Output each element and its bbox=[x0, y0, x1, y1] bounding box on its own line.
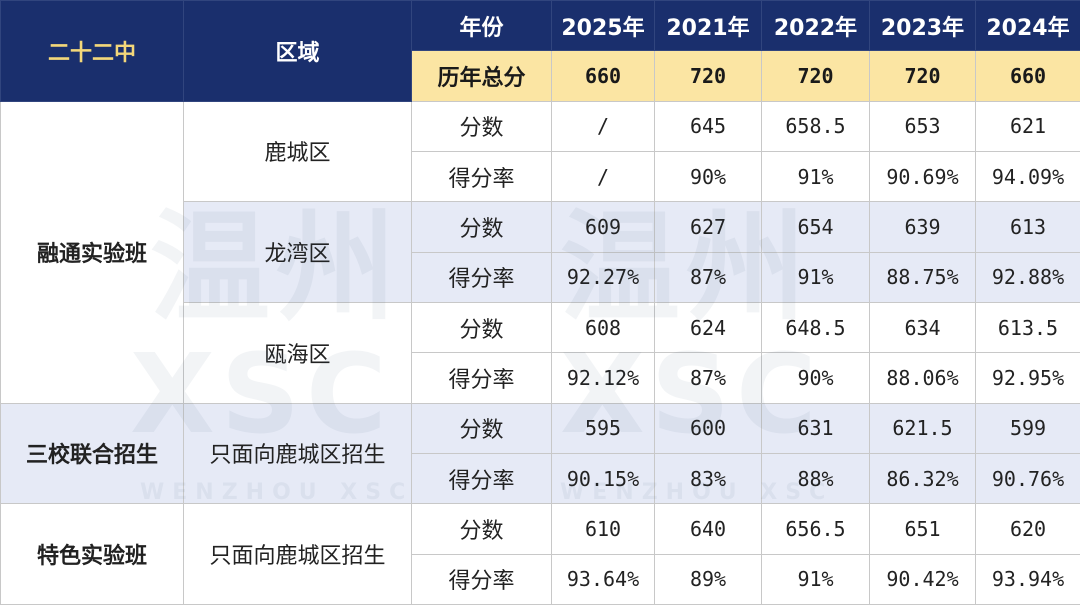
cell: 83% bbox=[654, 452, 762, 505]
cell: 621 bbox=[975, 100, 1080, 152]
cell: 658.5 bbox=[761, 100, 870, 152]
cell: 613.5 bbox=[975, 301, 1080, 354]
group-label-tese: 特色实验班 bbox=[0, 503, 184, 605]
metric-rate: 得分率 bbox=[411, 352, 552, 404]
cell: 654 bbox=[761, 201, 870, 253]
region-lucheng-only: 只面向鹿城区招生 bbox=[183, 503, 412, 605]
cell: 88.75% bbox=[869, 251, 976, 303]
metric-score: 分数 bbox=[411, 402, 552, 454]
cell: / bbox=[551, 150, 655, 203]
cell: 91% bbox=[761, 150, 870, 203]
total-2023: 720 bbox=[869, 50, 976, 102]
cell: 620 bbox=[975, 503, 1080, 555]
cell: 90.76% bbox=[975, 452, 1080, 505]
cell: 91% bbox=[761, 553, 870, 605]
table-row: 融通实验班 鹿城区 分数 / 645 658.5 653 621 bbox=[0, 100, 1080, 404]
metric-score: 分数 bbox=[411, 100, 552, 152]
cell: 609 bbox=[551, 201, 655, 253]
header-row: 二十二中 区域 年份 2025年 2021年 2022年 2023年 2024年 bbox=[0, 0, 1080, 102]
cell: 90.42% bbox=[869, 553, 976, 605]
group-label-sanxiao: 三校联合招生 bbox=[0, 402, 184, 505]
total-2025: 660 bbox=[551, 50, 655, 102]
cell: 656.5 bbox=[761, 503, 870, 555]
total-2022: 720 bbox=[761, 50, 870, 102]
cell: 86.32% bbox=[869, 452, 976, 505]
cell: 87% bbox=[654, 352, 762, 404]
cell: 634 bbox=[869, 301, 976, 354]
total-row: 历年总分 660 720 720 720 660 bbox=[1, 50, 1080, 102]
cell: 90% bbox=[761, 352, 870, 404]
table-row: 三校联合招生 只面向鹿城区招生 分数 595 600 631 621.5 599 bbox=[0, 402, 1080, 505]
table-row: 瓯海区 分数 608 624 648.5 634 613.5 bbox=[0, 301, 1080, 404]
year-col-2025: 2025年 bbox=[551, 0, 655, 52]
year-col-2022: 2022年 bbox=[761, 0, 870, 52]
table-row: 特色实验班 只面向鹿城区招生 分数 610 640 656.5 651 620 bbox=[0, 503, 1080, 605]
cell: 651 bbox=[869, 503, 976, 555]
cell: 648.5 bbox=[761, 301, 870, 354]
metric-rate: 得分率 bbox=[411, 452, 552, 505]
table-row: 得分率 90.15% 83% 88% 86.32% 90.76% bbox=[0, 452, 1080, 505]
total-label: 历年总分 bbox=[411, 50, 552, 102]
cell: 90.69% bbox=[869, 150, 976, 203]
metric-rate: 得分率 bbox=[411, 150, 552, 203]
metric-score: 分数 bbox=[411, 201, 552, 253]
cell: 595 bbox=[551, 402, 655, 454]
cell: / bbox=[551, 100, 655, 152]
cell: 88.06% bbox=[869, 352, 976, 404]
region-header: 区域 bbox=[183, 0, 412, 102]
year-col-2021: 2021年 bbox=[654, 0, 762, 52]
cell: 89% bbox=[654, 553, 762, 605]
group-label-rongtong: 融通实验班 bbox=[0, 100, 184, 404]
cell: 93.64% bbox=[551, 553, 655, 605]
cell: 613 bbox=[975, 201, 1080, 253]
cell: 92.27% bbox=[551, 251, 655, 303]
year-header: 年份 bbox=[411, 0, 552, 52]
table-row: 得分率 / 90% 91% 90.69% 94.09% bbox=[0, 150, 1080, 203]
cell: 627 bbox=[654, 201, 762, 253]
cell: 91% bbox=[761, 251, 870, 303]
cell: 92.95% bbox=[975, 352, 1080, 404]
total-2021: 720 bbox=[654, 50, 762, 102]
year-col-2024: 2024年 bbox=[975, 0, 1080, 52]
region-longwan: 龙湾区 bbox=[183, 201, 412, 303]
metric-score: 分数 bbox=[411, 301, 552, 354]
cell: 88% bbox=[761, 452, 870, 505]
cell: 653 bbox=[869, 100, 976, 152]
region-lucheng: 鹿城区 bbox=[183, 100, 412, 203]
cell: 92.12% bbox=[551, 352, 655, 404]
cell: 640 bbox=[654, 503, 762, 555]
cell: 645 bbox=[654, 100, 762, 152]
cell: 599 bbox=[975, 402, 1080, 454]
metric-rate: 得分率 bbox=[411, 553, 552, 605]
cell: 610 bbox=[551, 503, 655, 555]
year-col-2023: 2023年 bbox=[869, 0, 976, 52]
region-lucheng-only: 只面向鹿城区招生 bbox=[183, 402, 412, 505]
cell: 621.5 bbox=[869, 402, 976, 454]
cell: 94.09% bbox=[975, 150, 1080, 203]
cell: 93.94% bbox=[975, 553, 1080, 605]
school-name: 二十二中 bbox=[0, 0, 184, 102]
cell: 639 bbox=[869, 201, 976, 253]
metric-rate: 得分率 bbox=[411, 251, 552, 303]
cell: 600 bbox=[654, 402, 762, 454]
region-ouhai: 瓯海区 bbox=[183, 301, 412, 404]
cell: 92.88% bbox=[975, 251, 1080, 303]
metric-score: 分数 bbox=[411, 503, 552, 555]
cell: 608 bbox=[551, 301, 655, 354]
cell: 624 bbox=[654, 301, 762, 354]
cell: 90% bbox=[654, 150, 762, 203]
cell: 631 bbox=[761, 402, 870, 454]
cell: 87% bbox=[654, 251, 762, 303]
cell: 90.15% bbox=[551, 452, 655, 505]
total-2024: 660 bbox=[975, 50, 1080, 102]
